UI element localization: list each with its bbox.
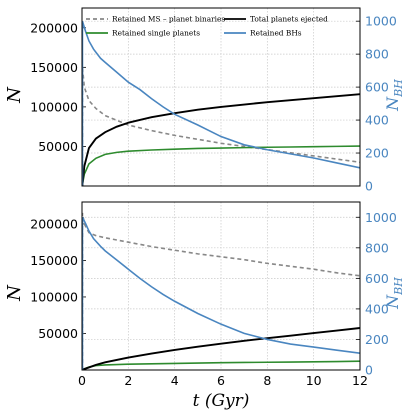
right-y-tick-label: 200 bbox=[365, 146, 389, 161]
x-tick-label: 12 bbox=[352, 373, 368, 388]
series-line bbox=[82, 216, 360, 370]
left-y-tick-label: 50000 bbox=[38, 326, 78, 341]
x-tick-label: 2 bbox=[124, 373, 132, 388]
legend: Retained MS – planet binaries Retained si… bbox=[86, 15, 328, 38]
x-tick-label: 10 bbox=[306, 373, 322, 388]
legend-label: Total planets ejected bbox=[250, 15, 328, 24]
top-panel: 0 200 400 600 800 1000 50000 100000 150000 200000 bbox=[30, 7, 397, 194]
right-y-tick-label: 400 bbox=[365, 113, 389, 128]
x-tick-label: 6 bbox=[217, 373, 225, 388]
x-axis-label: t (Gyr) bbox=[193, 391, 250, 411]
right-y-tick-label: 200 bbox=[365, 332, 389, 347]
right-y-tick-label: 0 bbox=[365, 363, 373, 378]
left-y-tick-label: 200000 bbox=[30, 20, 78, 35]
series-line bbox=[82, 327, 360, 370]
left-y-tick-label: 100000 bbox=[30, 99, 78, 114]
y-axis-label-top: N bbox=[4, 86, 25, 104]
right-y-tick-label: 0 bbox=[365, 179, 373, 194]
left-y-tick-label: 50000 bbox=[38, 139, 78, 154]
bottom-panel: 0 2 4 6 8 10 120200400600800100050000100000150… bbox=[30, 201, 397, 388]
series-line bbox=[82, 93, 360, 186]
right-y-tick-label: 400 bbox=[365, 301, 389, 316]
x-tick-label: 0 bbox=[78, 373, 86, 388]
legend-label: Retained MS – planet binaries bbox=[112, 15, 225, 24]
left-y-tick-label: 200000 bbox=[30, 216, 78, 231]
left-y-tick-label: 100000 bbox=[30, 289, 78, 304]
right-axis-label-top: NBH bbox=[383, 79, 405, 112]
plot-frame bbox=[81, 7, 361, 187]
plot-frame bbox=[81, 201, 361, 371]
right-y-tick-label: 1000 bbox=[365, 14, 397, 29]
right-axis-label-bottom: NBH bbox=[383, 277, 405, 310]
series-line bbox=[82, 145, 360, 186]
x-tick-label: 4 bbox=[171, 373, 179, 388]
right-y-tick-label: 600 bbox=[365, 271, 389, 286]
svg-text:NBH: NBH bbox=[383, 79, 405, 112]
right-y-tick-label: 1000 bbox=[365, 210, 397, 225]
right-y-tick-label: 800 bbox=[365, 47, 389, 62]
x-tick-label: 8 bbox=[263, 373, 271, 388]
left-y-tick-label: 150000 bbox=[30, 60, 78, 75]
series-line bbox=[82, 20, 360, 186]
svg-text:NBH: NBH bbox=[383, 277, 405, 310]
right-y-tick-label: 800 bbox=[365, 240, 389, 255]
left-y-tick-label: 150000 bbox=[30, 253, 78, 268]
y-axis-label-bottom: N bbox=[4, 284, 25, 302]
legend-label: Retained BHs bbox=[250, 29, 302, 38]
series-line bbox=[82, 360, 360, 370]
legend-label: Retained single planets bbox=[112, 29, 200, 38]
series-line bbox=[82, 67, 360, 186]
right-y-tick-label: 600 bbox=[365, 80, 389, 95]
